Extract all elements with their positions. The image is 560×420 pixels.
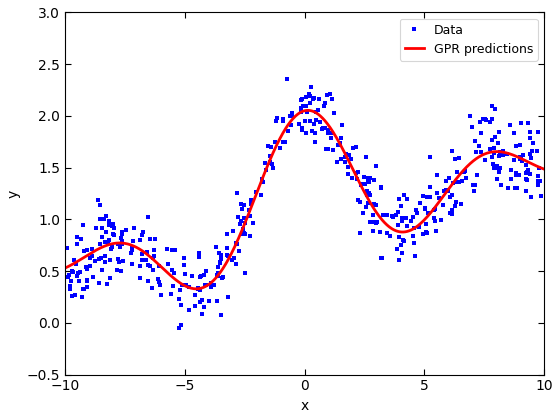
Data: [284, 76, 291, 81]
GPR predictions: [256, 184, 263, 189]
Data: [214, 274, 221, 279]
Line: Data: Data: [66, 77, 543, 330]
Data: [519, 159, 525, 164]
Line: GPR predictions: GPR predictions: [65, 110, 544, 289]
Data: [241, 215, 248, 220]
Y-axis label: y: y: [7, 189, 21, 198]
GPR predictions: [541, 167, 548, 172]
Data: [450, 181, 456, 186]
GPR predictions: [110, 241, 117, 246]
Data: [371, 177, 377, 182]
Data: [360, 211, 367, 216]
GPR predictions: [193, 286, 200, 291]
Legend: Data, GPR predictions: Data, GPR predictions: [400, 19, 538, 61]
Data: [175, 326, 182, 331]
Data: [517, 156, 524, 161]
GPR predictions: [273, 143, 280, 148]
GPR predictions: [445, 187, 451, 192]
GPR predictions: [62, 265, 68, 270]
X-axis label: x: x: [300, 399, 309, 413]
GPR predictions: [436, 199, 443, 204]
GPR predictions: [304, 108, 311, 113]
Data: [534, 129, 541, 134]
GPR predictions: [391, 228, 398, 233]
